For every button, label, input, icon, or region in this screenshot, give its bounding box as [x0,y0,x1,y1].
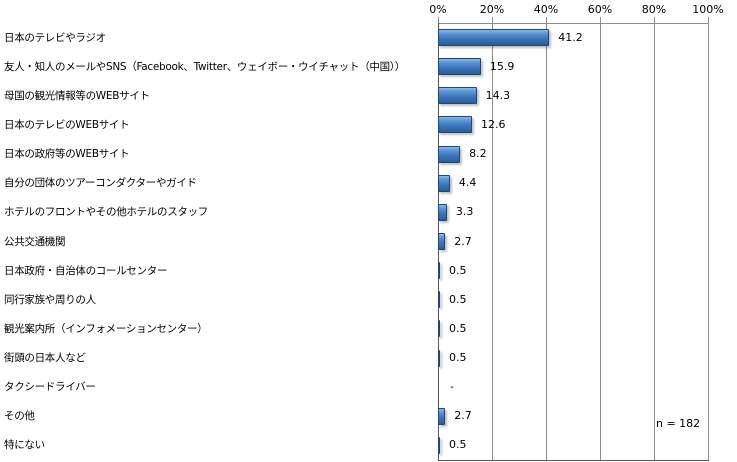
vertical-gridline [708,23,709,460]
x-tick-label: 40% [533,3,559,16]
data-bar [438,116,473,134]
category-label: 特にない [4,439,45,452]
x-tick-mark [546,17,547,23]
category-label: 街頭の日本人など [4,352,86,365]
vertical-gridline [546,23,547,460]
data-value-label: 2.7 [454,234,472,248]
category-label: タクシードライバー [4,381,96,394]
bottom-axis-line [438,460,709,461]
vertical-gridline [600,23,601,460]
data-value-label: 0.5 [449,351,467,365]
x-tick-label: 100% [692,3,724,16]
x-tick-label: 60% [587,3,613,16]
data-value-label: 3.3 [455,205,474,219]
data-bar [438,291,440,309]
data-value-label: 12.6 [481,117,506,131]
data-bar [438,407,446,425]
data-value-label: 14.3 [485,88,511,102]
category-label: 観光案内所（インフォメーションセンター） [4,322,208,335]
data-value-label: 0.5 [449,321,467,335]
x-tick-mark [438,17,439,23]
data-value-label: 4.4 [458,176,477,190]
data-value-label: - [450,380,454,394]
data-value-label: 0.5 [449,438,467,452]
data-value-label: 2.7 [454,409,472,423]
category-label: 日本の政府等のWEBサイト [4,148,130,161]
data-bar [438,174,450,192]
category-label: ホテルのフロントやその他ホテルのスタッフ [4,206,208,219]
category-label: 日本政府・自治体のコールセンター [4,264,168,277]
category-label: 公共交通機関 [4,235,66,248]
x-tick-mark [600,17,601,23]
data-bar [438,349,440,367]
data-bar [438,320,440,338]
category-label: 母国の観光情報等のWEBサイト [4,89,150,102]
category-label: 自分の団体のツアーコンダクターやガイド [4,177,197,190]
data-bar [438,58,481,76]
data-bar [438,29,550,47]
data-bar [438,145,461,163]
vertical-gridline [654,23,655,460]
x-tick-label: 80% [641,3,667,16]
category-label: 同行家族や周りの人 [4,293,96,306]
x-tick-label: 20% [479,3,505,16]
category-label: 友人・知人のメールやSNS（Facebook、Twitter、ウェイボー・ウイチ… [4,60,405,73]
x-tick-mark [492,17,493,23]
top-axis-line [438,23,709,24]
x-tick-label: 0% [429,3,447,16]
data-bar [438,203,447,221]
data-bar [438,262,440,280]
category-label: その他 [4,410,35,423]
data-bar [438,233,446,250]
x-tick-mark [654,17,655,23]
category-label: 日本のテレビのWEBサイト [4,118,130,131]
data-value-label: 0.5 [449,263,467,277]
sample-size-annotation: n = 182 [656,417,701,430]
data-value-label: 41.2 [558,30,583,44]
category-label: 日本のテレビやラジオ [4,31,106,44]
data-bar [438,87,477,105]
data-value-label: 8.2 [469,147,487,161]
data-bar [438,436,440,454]
vertical-gridline [492,23,493,460]
x-tick-mark [708,17,709,23]
data-value-label: 0.5 [449,292,467,306]
data-value-label: 15.9 [489,59,515,73]
